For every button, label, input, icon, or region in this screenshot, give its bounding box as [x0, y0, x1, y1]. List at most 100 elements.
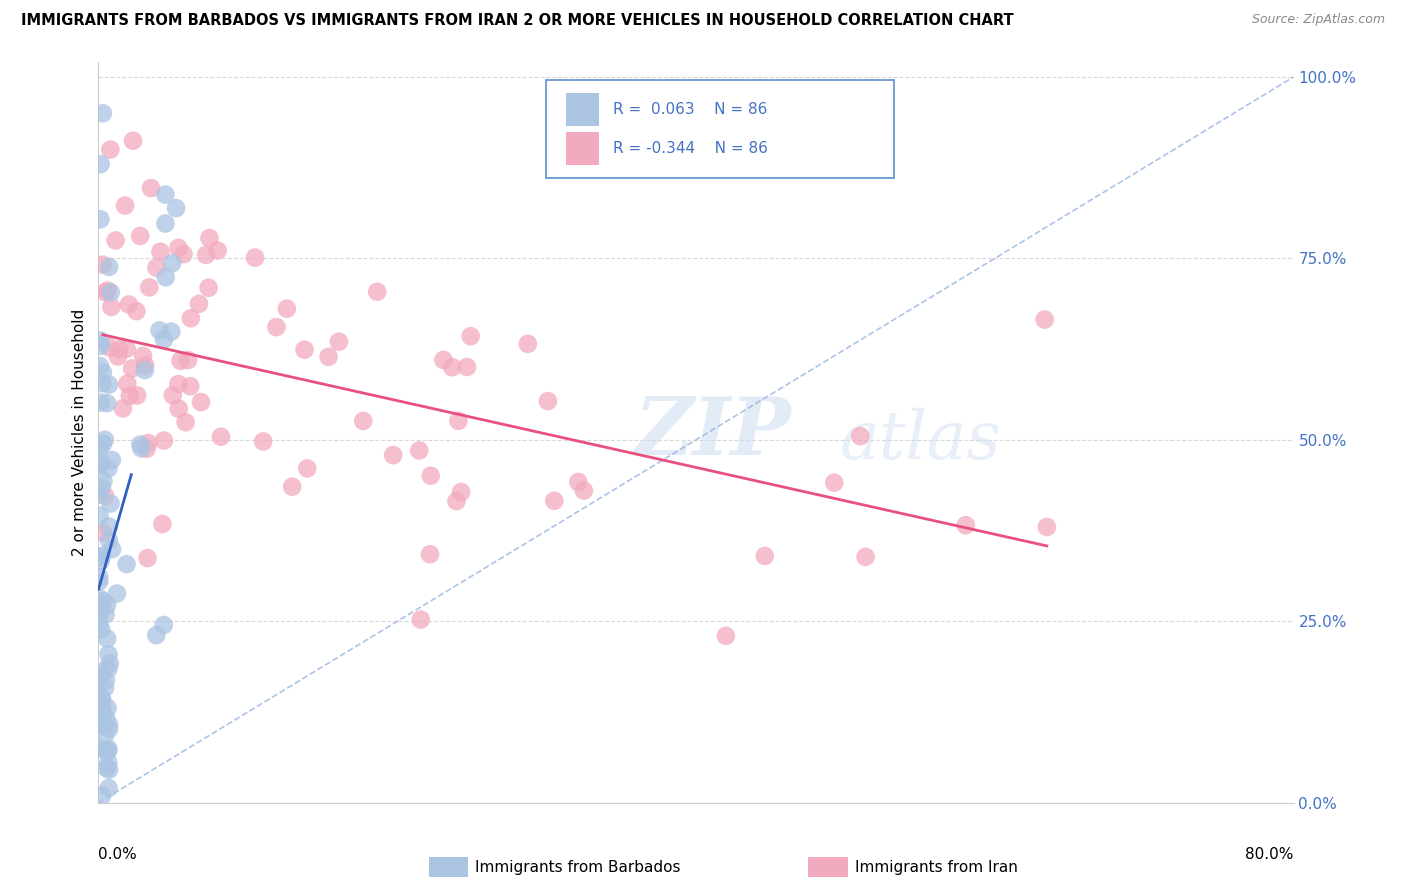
Point	[90, 665, 112, 679]
Point	[136, 436, 159, 450]
Text: R = -0.344    N = 86: R = -0.344 N = 86	[613, 141, 768, 156]
Point	[89, 334, 111, 348]
Point	[129, 229, 152, 244]
Point	[328, 334, 350, 349]
Point	[174, 415, 197, 429]
Point	[188, 297, 211, 311]
Point	[91, 437, 114, 451]
Point	[155, 217, 177, 231]
Point	[567, 475, 589, 489]
Point	[97, 780, 120, 795]
Point	[155, 270, 177, 285]
Point	[409, 613, 432, 627]
Point	[91, 525, 114, 540]
Text: Immigrants from Barbados: Immigrants from Barbados	[475, 860, 681, 874]
Point	[94, 433, 117, 447]
Point	[572, 483, 595, 498]
Point	[91, 258, 114, 272]
Point	[177, 353, 200, 368]
Point	[98, 533, 121, 548]
Point	[89, 570, 111, 584]
Point	[823, 475, 845, 490]
Point	[97, 742, 120, 756]
Text: Source: ZipAtlas.com: Source: ZipAtlas.com	[1251, 13, 1385, 27]
Point	[98, 717, 121, 731]
Point	[89, 458, 111, 472]
Point	[134, 363, 156, 377]
Point	[98, 143, 122, 157]
Point	[149, 244, 172, 259]
Point	[101, 453, 124, 467]
Text: ZIP: ZIP	[634, 394, 792, 471]
Point	[90, 601, 112, 615]
Point	[104, 234, 127, 248]
Point	[93, 475, 115, 489]
Point	[94, 489, 117, 503]
Point	[153, 434, 176, 448]
Point	[90, 549, 112, 563]
Point	[366, 285, 388, 299]
Point	[195, 248, 218, 262]
Point	[139, 181, 162, 195]
Point	[97, 648, 120, 662]
Point	[152, 618, 174, 632]
Point	[441, 360, 464, 375]
Point	[96, 598, 118, 612]
Point	[145, 260, 167, 275]
Point	[419, 547, 441, 561]
Point	[111, 401, 134, 416]
Point	[91, 106, 114, 120]
Point	[714, 629, 737, 643]
Point	[117, 376, 139, 391]
Point	[98, 340, 121, 354]
Point	[446, 494, 468, 508]
Point	[90, 395, 112, 409]
Point	[160, 256, 183, 270]
Point	[537, 394, 560, 409]
Point	[96, 701, 118, 715]
Point	[87, 602, 110, 616]
Point	[252, 434, 274, 449]
Point	[94, 744, 117, 758]
Point	[352, 414, 374, 428]
Point	[90, 554, 112, 568]
Point	[91, 702, 114, 716]
Point	[89, 549, 111, 564]
Point	[94, 711, 117, 725]
Point	[118, 389, 141, 403]
Point	[90, 157, 112, 171]
Point	[87, 741, 110, 756]
Point	[91, 691, 114, 706]
Point	[115, 557, 138, 571]
Point	[169, 354, 191, 368]
Point	[105, 586, 128, 600]
Point	[96, 761, 118, 775]
Point	[89, 359, 111, 373]
Point	[167, 377, 190, 392]
Point	[543, 493, 565, 508]
Point	[89, 508, 111, 523]
Point	[89, 688, 111, 702]
Point	[276, 301, 298, 316]
Point	[118, 297, 141, 311]
Text: 0.0%: 0.0%	[98, 847, 138, 863]
Point	[408, 443, 430, 458]
Point	[132, 349, 155, 363]
Point	[122, 134, 145, 148]
Point	[87, 487, 110, 501]
Point	[136, 551, 159, 566]
Point	[91, 694, 114, 708]
Point	[114, 198, 136, 212]
Point	[294, 343, 316, 357]
Point	[121, 361, 143, 376]
Point	[89, 591, 111, 606]
Point	[297, 461, 319, 475]
Point	[456, 359, 478, 374]
Text: R =  0.063    N = 86: R = 0.063 N = 86	[613, 102, 768, 117]
Point	[243, 251, 266, 265]
Point	[134, 359, 156, 373]
Point	[89, 574, 111, 589]
Point	[90, 703, 112, 717]
Point	[100, 496, 122, 510]
Point	[97, 284, 120, 298]
